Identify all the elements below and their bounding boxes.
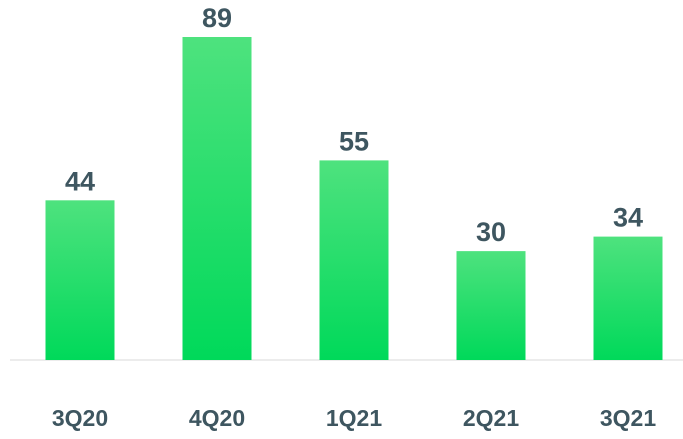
category-label-1q21: 1Q21 — [326, 405, 382, 431]
data-label-2q21: 30 — [476, 217, 506, 247]
bar-3q21 — [593, 236, 663, 360]
bar-1q21 — [319, 160, 389, 360]
bars-group — [45, 37, 663, 360]
data-label-1q21: 55 — [339, 126, 369, 156]
category-labels-group: 3Q20 4Q20 1Q21 2Q21 3Q21 — [52, 405, 656, 431]
category-label-3q20: 3Q20 — [52, 405, 108, 431]
bar-3q20 — [45, 200, 115, 360]
data-label-4q20: 89 — [202, 3, 232, 33]
category-label-4q20: 4Q20 — [189, 405, 245, 431]
data-label-3q21: 34 — [613, 203, 643, 233]
bar-2q21 — [456, 251, 526, 360]
bar-4q20 — [182, 37, 252, 360]
category-label-2q21: 2Q21 — [463, 405, 519, 431]
data-label-3q20: 44 — [65, 166, 95, 196]
data-labels-group: 44 89 55 30 34 — [65, 3, 643, 247]
category-label-3q21: 3Q21 — [600, 405, 656, 431]
